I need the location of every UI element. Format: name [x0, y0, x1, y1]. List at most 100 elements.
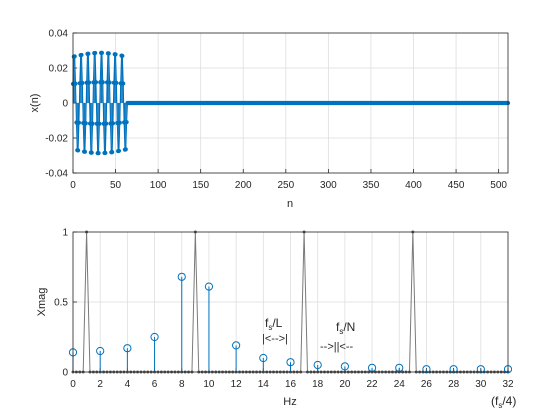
x-tick-label: 350: [363, 180, 380, 191]
x-tick-label: 0: [70, 180, 76, 191]
signal-point: [124, 120, 129, 125]
signal-point: [97, 121, 102, 126]
dft-stem-marker: [395, 363, 404, 372]
top-axes-frame: [72, 32, 509, 174]
signal-point: [73, 81, 78, 86]
x-tick-label: 250: [277, 180, 294, 191]
top-axes: 0 50 100 150 200 250 300 350 400 450 500 -0.04-0.0…: [29, 29, 511, 210]
x-tick-label: 22: [367, 379, 379, 390]
x-tick-label: 12: [231, 379, 243, 390]
signal-point: [83, 121, 88, 126]
x-tick-label: 50: [110, 180, 122, 191]
y-tick-label: -0.02: [45, 134, 68, 145]
y-tick-label: 0.02: [49, 64, 69, 75]
svg-text:fs/L: fs/L: [265, 316, 283, 332]
top-x-tick-labels: 0 50 100 150 200 250 300 350 400 450 500: [70, 180, 507, 191]
signal-point: [76, 120, 82, 125]
signal-point: [86, 51, 91, 56]
bottom-y-axis-label: Xmag: [36, 288, 48, 317]
signal-point: [79, 52, 84, 58]
x-tick-label: 500: [490, 180, 507, 191]
y-tick-label: 0: [62, 368, 68, 379]
signal-point: [107, 80, 112, 85]
bottom-x-tick-labels: 0 2 4 6 8 10 12 14 16 18 20 22 24 26 28 30 32: [70, 379, 514, 390]
dft-stem-marker: [123, 344, 132, 353]
x-tick-label: 30: [475, 379, 487, 390]
y-tick-label: 1: [62, 228, 68, 239]
dft-stem-marker: [177, 272, 186, 281]
top-y-axis-label: x(n): [29, 94, 41, 113]
dft-stem-marker: [340, 362, 349, 371]
signal-point: [110, 121, 116, 126]
x-tick-label: 150: [192, 180, 209, 191]
x-tick-label: 6: [152, 379, 158, 390]
y-tick-label: -0.04: [45, 169, 68, 180]
x-tick-label: 32: [502, 379, 514, 390]
svg-text:-->||<--: -->||<--: [320, 341, 354, 353]
svg-text:|<-->|: |<-->|: [262, 333, 288, 345]
dft-stem-marker: [259, 353, 268, 363]
signal-point: [82, 149, 88, 154]
svg-text:fs/N: fs/N: [336, 320, 355, 336]
signal-point: [87, 80, 92, 85]
signal-point: [103, 150, 108, 156]
bottom-axes-frame: [72, 231, 509, 373]
dft-stem-marker: [286, 358, 295, 367]
bottom-y-tick-labels: 00.51: [54, 228, 68, 379]
top-stems: [72, 52, 508, 154]
signal-point: [104, 121, 109, 126]
signal-point: [110, 150, 115, 155]
x-tick-label: 20: [339, 379, 351, 390]
x-tick-label: 8: [179, 379, 185, 390]
signal-point: [100, 80, 105, 85]
bottom-stem-markers: [68, 272, 513, 374]
x-tick-label: 300: [320, 180, 337, 191]
x-tick-label: 18: [312, 379, 324, 390]
signal-point: [123, 147, 128, 152]
signal-point: [114, 80, 119, 86]
signal-point: [116, 148, 122, 154]
x-tick-label: 2: [97, 379, 103, 390]
top-y-tick-labels: -0.04 -0.02 0 0.02 0.04: [45, 29, 68, 180]
signal-point: [117, 120, 122, 125]
x-tick-label: 400: [405, 180, 422, 191]
bottom-x-axis-label: Hz: [283, 396, 296, 408]
signal-point: [93, 50, 98, 56]
y-tick-label: 0: [62, 99, 68, 110]
x-tick-label: 28: [448, 379, 460, 390]
x-tick-label: 24: [394, 379, 406, 390]
x-tick-label: 26: [421, 379, 433, 390]
signal-point: [93, 80, 99, 85]
x-tick-label: 4: [125, 379, 131, 390]
annotation-fs-over-4: (fs/4): [491, 394, 516, 410]
signal-point: [120, 53, 125, 58]
dft-stem-marker: [204, 282, 214, 291]
signal-point: [113, 52, 118, 57]
x-tick-label: 10: [203, 379, 215, 390]
top-points: [70, 50, 511, 156]
signal-point: [72, 54, 77, 59]
x-tick-label: 450: [448, 180, 465, 191]
dft-stem-marker: [422, 365, 431, 374]
annotation-fs-over-L: fs/L |<-->|: [262, 316, 288, 345]
x-tick-label: 16: [285, 379, 297, 390]
signal-point: [80, 80, 85, 86]
svg-text:(fs/4): (fs/4): [491, 394, 516, 410]
dft-stem-marker: [313, 360, 322, 370]
bottom-axes: 0 2 4 6 8 10 12 14 16 18 20 22 24 26 28 30 32 00.51 Hz X…: [36, 228, 516, 411]
dft-stem-marker: [232, 341, 241, 350]
signal-point: [90, 121, 95, 126]
x-tick-label: 200: [235, 180, 252, 191]
dft-stem-marker: [96, 346, 105, 356]
signal-point: [89, 150, 94, 155]
top-x-axis-label: n: [287, 198, 293, 210]
dft-stem-marker: [150, 332, 159, 342]
signal-point: [99, 50, 105, 56]
signal-point: [106, 51, 111, 56]
y-tick-label: 0.04: [49, 29, 69, 40]
dft-stem-marker: [449, 365, 458, 374]
signal-point: [96, 151, 101, 156]
signal-point: [121, 81, 126, 86]
x-tick-label: 100: [150, 180, 167, 191]
